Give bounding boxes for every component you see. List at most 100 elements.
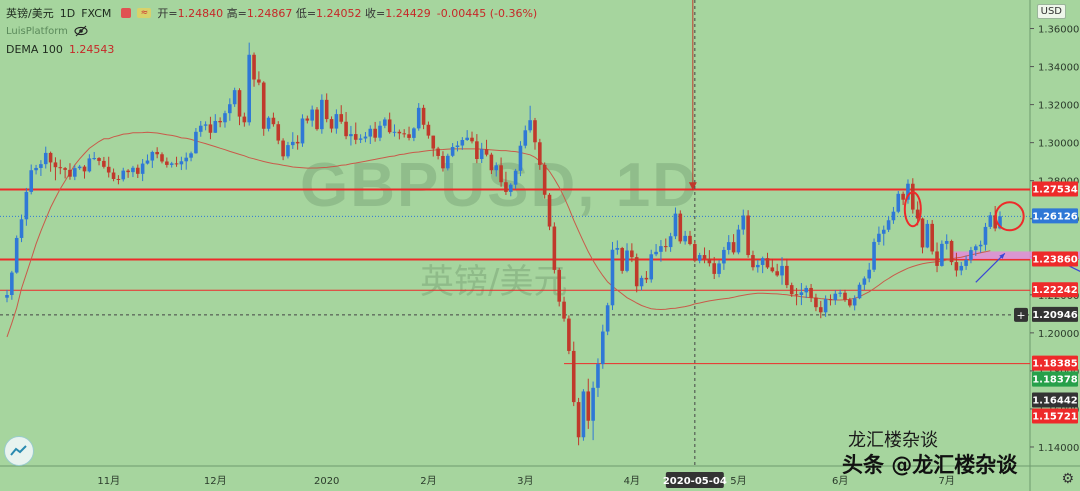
candle-down[interactable] [634, 257, 639, 287]
candle-up[interactable] [145, 160, 150, 164]
candle-down[interactable] [702, 255, 707, 259]
candle-up[interactable] [591, 387, 595, 421]
candle-up[interactable] [697, 255, 702, 261]
candle-down[interactable] [281, 140, 285, 157]
candle-down[interactable] [324, 99, 329, 120]
candle-up[interactable] [804, 287, 809, 293]
candle-down[interactable] [271, 117, 276, 125]
candle-down[interactable] [571, 350, 576, 403]
candle-up[interactable] [973, 246, 978, 251]
candle-down[interactable] [295, 141, 300, 144]
candle-up[interactable] [988, 215, 993, 227]
candle-up[interactable] [150, 151, 155, 161]
candle-up[interactable] [978, 244, 983, 247]
candle-up[interactable] [73, 168, 77, 177]
candle-up[interactable] [654, 251, 658, 255]
candle-down[interactable] [504, 182, 508, 192]
candle-up[interactable] [741, 215, 746, 230]
candle-down[interactable] [53, 162, 58, 168]
candle-up[interactable] [726, 242, 731, 250]
candle-up[interactable] [184, 157, 189, 162]
candle-down[interactable] [567, 318, 571, 351]
candle-down[interactable] [814, 297, 818, 308]
candle-down[interactable] [353, 134, 358, 140]
candle-up[interactable] [247, 54, 251, 123]
candle-down[interactable] [48, 152, 53, 163]
annotation-arrow[interactable] [975, 252, 1006, 283]
candle-up[interactable] [838, 292, 842, 294]
candle-down[interactable] [693, 244, 697, 261]
symbol-name[interactable]: 英镑/美元 [6, 7, 54, 20]
candle-down[interactable] [848, 299, 852, 306]
candle-up[interactable] [964, 259, 968, 266]
candle-up[interactable] [19, 219, 24, 238]
candle-down[interactable] [441, 155, 445, 169]
candle-up[interactable] [228, 104, 232, 114]
candle-up[interactable] [717, 263, 721, 274]
candle-up[interactable] [266, 117, 271, 129]
candle-down[interactable] [794, 294, 799, 296]
candle-up[interactable] [121, 170, 126, 180]
candle-up[interactable] [34, 167, 38, 171]
candle-down[interactable] [789, 285, 794, 295]
candle-up[interactable] [358, 138, 363, 140]
currency-badge[interactable]: USD [1036, 4, 1066, 19]
candle-up[interactable] [823, 299, 828, 313]
candle-down[interactable] [344, 121, 348, 137]
candle-up[interactable] [169, 163, 174, 165]
candle-up[interactable] [649, 254, 654, 280]
candle-down[interactable] [489, 154, 494, 171]
candle-down[interactable] [305, 118, 310, 121]
candle-up[interactable] [625, 250, 629, 271]
candle-up[interactable] [722, 249, 726, 264]
candle-down[interactable] [97, 158, 101, 161]
candle-up[interactable] [601, 331, 605, 365]
candle-down[interactable] [237, 90, 242, 117]
candle-down[interactable] [993, 215, 997, 229]
candle-up[interactable] [508, 184, 513, 192]
candle-down[interactable] [397, 131, 402, 134]
candle-down[interactable] [421, 107, 426, 125]
legend-indicator-row[interactable]: DEMA 100 1.24543 [6, 40, 537, 58]
candle-up[interactable] [392, 131, 397, 133]
candle-up[interactable] [940, 243, 944, 266]
candle-down[interactable] [935, 251, 939, 266]
candle-down[interactable] [257, 79, 261, 83]
candle-down[interactable] [538, 142, 542, 165]
candle-up[interactable] [867, 269, 872, 279]
candle-down[interactable] [707, 258, 712, 264]
candle-down[interactable] [484, 149, 489, 155]
candle-down[interactable] [329, 119, 334, 129]
annotation-circle[interactable] [994, 201, 1025, 232]
candle-up[interactable] [363, 136, 368, 139]
candle-down[interactable] [261, 82, 266, 129]
candle-up[interactable] [77, 166, 82, 169]
candle-down[interactable] [276, 124, 281, 141]
candle-up[interactable] [659, 246, 663, 252]
candle-up[interactable] [857, 284, 862, 299]
candle-down[interactable] [82, 166, 87, 172]
candle-down[interactable] [911, 183, 915, 210]
candle-down[interactable] [920, 218, 925, 248]
candle-up[interactable] [969, 250, 973, 260]
candle-up[interactable] [862, 278, 867, 285]
candle-up[interactable] [513, 170, 518, 185]
candle-up[interactable] [518, 145, 523, 171]
candle-up[interactable] [213, 120, 218, 133]
candle-down[interactable] [208, 124, 213, 133]
candle-down[interactable] [155, 151, 159, 155]
candle-up[interactable] [14, 237, 19, 273]
candle-up[interactable] [286, 145, 290, 157]
candle-down[interactable] [731, 242, 736, 253]
candle-up[interactable] [194, 131, 198, 154]
candle-up[interactable] [605, 305, 610, 332]
candle-up[interactable] [983, 226, 988, 245]
candle-up[interactable] [383, 119, 387, 126]
candle-up[interactable] [39, 164, 43, 168]
candle-up[interactable] [460, 139, 465, 146]
annotation-ellipse[interactable] [903, 191, 922, 228]
candle-up[interactable] [198, 125, 203, 132]
candle-down[interactable] [165, 161, 169, 165]
